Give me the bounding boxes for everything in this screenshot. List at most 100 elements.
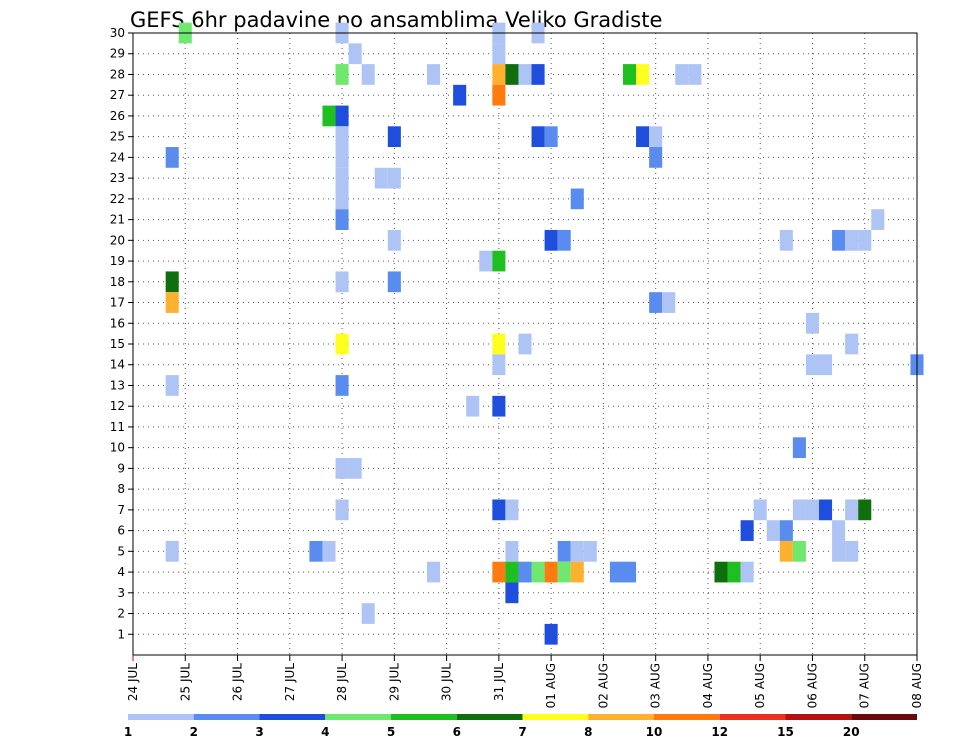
heatmap-cell <box>492 333 506 355</box>
heatmap-cell <box>845 540 859 562</box>
legend-label: 3 <box>255 725 263 739</box>
legend-label: 1 <box>124 725 132 739</box>
heatmap-cell <box>623 64 637 85</box>
heatmap-cell <box>649 126 663 148</box>
y-tick-label: 28 <box>110 67 125 81</box>
legend-swatch <box>522 714 589 720</box>
heatmap-cell <box>479 250 493 272</box>
heatmap-cell <box>322 105 336 127</box>
x-tick-label: 30 JUL <box>440 663 454 701</box>
heatmap-cell <box>335 333 349 355</box>
y-tick-label: 21 <box>110 213 125 227</box>
y-tick-label: 26 <box>110 109 125 123</box>
y-tick-label: 29 <box>110 47 125 61</box>
legend-swatch <box>785 714 852 720</box>
heatmap-cell <box>609 561 623 583</box>
legend-swatch <box>456 714 523 720</box>
legend-label: 12 <box>711 725 728 739</box>
heatmap-cell <box>335 188 349 210</box>
heatmap-cell <box>740 520 754 541</box>
heatmap-cell <box>335 167 349 189</box>
legend-swatch <box>193 714 260 720</box>
heatmap-cell <box>427 561 441 583</box>
heatmap-cell <box>505 64 519 85</box>
heatmap-cell <box>858 229 872 251</box>
x-tick-label: 26 JUL <box>231 663 245 701</box>
heatmap-cell <box>309 540 323 562</box>
legend-label: 4 <box>321 725 329 739</box>
heatmap-cell <box>335 105 349 127</box>
heatmap-cell <box>544 126 558 148</box>
legend-swatch <box>128 714 194 720</box>
heatmap-cell <box>557 229 571 251</box>
heatmap-cell <box>544 623 558 645</box>
heatmap-cell <box>583 540 597 562</box>
y-tick-label: 24 <box>110 150 125 164</box>
x-tick-label: 24 JUL <box>126 663 140 701</box>
x-tick-label: 04 AUG <box>701 663 715 708</box>
x-tick-label: 03 AUG <box>649 663 663 708</box>
legend-label: 10 <box>646 725 663 739</box>
heatmap-cell <box>792 437 806 459</box>
y-tick-label: 11 <box>110 420 125 434</box>
heatmap-cell <box>649 147 663 168</box>
y-tick-label: 18 <box>110 275 125 289</box>
y-tick-label: 16 <box>110 316 125 330</box>
heatmap-cell <box>505 561 519 583</box>
heatmap-cell <box>492 354 506 376</box>
legend-swatch <box>259 714 326 720</box>
heatmap-cell <box>387 167 401 189</box>
heatmap-cell <box>348 43 362 65</box>
y-tick-label: 2 <box>117 607 125 621</box>
heatmap-cell <box>832 520 846 541</box>
heatmap-cell <box>845 229 859 251</box>
x-tick-label: 25 JUL <box>178 663 192 701</box>
heatmap-cell <box>505 582 519 604</box>
heatmap-cell <box>335 499 349 521</box>
heatmap-cell <box>492 250 506 272</box>
legend-label: 5 <box>387 725 395 739</box>
heatmap-cell <box>636 64 650 85</box>
heatmap-cell <box>805 499 819 521</box>
x-tick-label: 02 AUG <box>596 663 610 708</box>
heatmap-cell <box>492 84 506 106</box>
heatmap-cell <box>740 561 754 583</box>
x-tick-label: 29 JUL <box>387 663 401 701</box>
y-tick-label: 10 <box>110 441 125 455</box>
heatmap-cell <box>557 561 571 583</box>
heatmap-cell <box>727 561 741 583</box>
heatmap-cell <box>805 354 819 376</box>
heatmap-cell <box>361 64 375 85</box>
heatmap-cell <box>335 64 349 85</box>
legend-swatch <box>325 714 391 720</box>
legend-swatch <box>654 714 720 720</box>
x-tick-label: 01 AUG <box>544 663 558 708</box>
legend-label: 8 <box>584 725 592 739</box>
y-tick-label: 20 <box>110 233 125 247</box>
y-tick-label: 30 <box>110 26 125 40</box>
legend-label: 7 <box>518 725 526 739</box>
heatmap-cell <box>492 499 506 521</box>
heatmap-cell <box>858 499 872 521</box>
y-tick-label: 19 <box>110 254 125 268</box>
heatmap-cell <box>531 64 545 85</box>
color-legend: 1 2 3 4 5 6 7 8 10 12 15 20 <box>124 714 917 739</box>
legend-swatch <box>391 714 457 720</box>
heatmap-cell <box>335 375 349 396</box>
x-tick-label: 27 JUL <box>283 663 297 701</box>
grid-layer <box>133 33 917 655</box>
heatmap-cell <box>165 147 179 168</box>
heatmap-cell <box>492 395 506 417</box>
legend-label: 15 <box>777 725 794 739</box>
heatmap-cell <box>531 561 545 583</box>
heatmap-cell <box>675 64 689 85</box>
heatmap-cell <box>623 561 637 583</box>
heatmap-cell <box>871 209 885 230</box>
x-axis: 24 JUL 25 JUL 26 JUL 27 JUL 28 JUL 29 JUL 30 J… <box>126 655 924 708</box>
heatmap-cell <box>165 540 179 562</box>
y-tick-label: 15 <box>110 337 125 351</box>
heatmap-cell <box>779 540 793 562</box>
heatmap-cell <box>387 229 401 251</box>
y-tick-label: 3 <box>117 586 125 600</box>
